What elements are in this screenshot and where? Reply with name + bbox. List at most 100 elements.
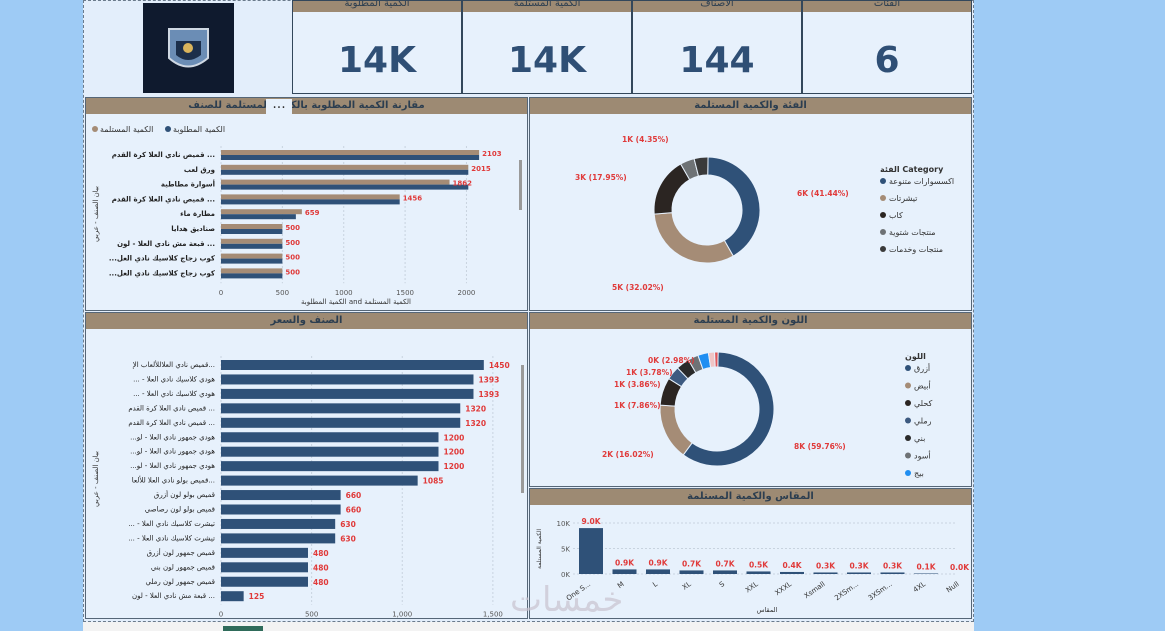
bar-received	[221, 238, 283, 244]
donut-slice	[653, 163, 691, 215]
category-label: قميص نادي العلاللألعاب الإ...	[133, 360, 215, 369]
legend-received-label: الكمية المستلمة	[100, 125, 153, 134]
data-label: 500	[285, 254, 300, 262]
category-label: قميص نادي العلا كرة القدم ...	[112, 195, 215, 203]
kpi-title: الكمية المستلمة	[463, 1, 631, 12]
category-label: قميص جمهور لون بني	[151, 563, 215, 571]
kpi-items: الأصناف 144	[632, 0, 802, 94]
category-label: قبعة مش نادي العلا - لون ...	[132, 592, 215, 600]
legend-marker	[905, 382, 911, 389]
legend-label: كاب	[889, 211, 903, 220]
category-label: مطارة ماء	[180, 210, 215, 218]
data-label: 0.7K	[682, 559, 702, 568]
legend-marker	[880, 195, 886, 201]
legend-label: منتجات شتوية	[889, 228, 936, 237]
category-label: أسوارة مطاطية	[161, 180, 215, 189]
y-axis-title: الكمية المستلمة	[536, 529, 543, 569]
bar-ordered	[221, 184, 469, 190]
watermark: خمسات	[510, 580, 624, 620]
y-tick-label: 10K	[557, 520, 571, 528]
category-label: ... - تيشرت كلاسيك نادي العلا	[128, 534, 215, 542]
panel-ordered-vs-received: مقارنة الكمية المطلوبة بالكمية المستلمة …	[85, 97, 528, 311]
x-tick-label: Null	[945, 580, 961, 594]
data-label: 1085	[423, 477, 444, 486]
legend-label: أسود	[914, 451, 931, 461]
bar-received	[221, 194, 400, 200]
data-label: 630	[340, 534, 356, 543]
slice-label: 5K (32.02%)	[612, 283, 664, 292]
x-tick-label: S	[718, 580, 727, 589]
data-label: 480	[313, 563, 329, 572]
x-tick-label: XL	[681, 580, 693, 592]
bar-received	[221, 209, 302, 215]
data-label: 500	[285, 224, 300, 232]
active-page-tab[interactable]	[223, 626, 263, 631]
category-label: قميص بولو لون أزرق	[154, 490, 215, 499]
data-label: 480	[313, 549, 329, 558]
club-logo	[143, 3, 234, 93]
data-label: 660	[346, 491, 362, 500]
slice-label: 2K (16.02%)	[602, 450, 654, 459]
legend-ordered-marker	[165, 126, 171, 132]
data-label: 1450	[489, 361, 510, 370]
data-label: 2015	[471, 165, 491, 173]
bar-ordered	[221, 199, 400, 205]
x-axis-title: الكمية المطلوبة and الكمية المستلمة	[301, 298, 411, 306]
x-tick-label: 1,500	[483, 611, 503, 618]
legend-label: اكسسوارات متنوعة	[889, 177, 954, 186]
data-label: 0.3K	[883, 561, 903, 570]
slice-label: 6K (41.44%)	[797, 189, 849, 198]
bar-size	[612, 569, 637, 574]
bar-price	[221, 475, 418, 486]
bar-price	[221, 518, 336, 529]
category-label: قميص بولو لون رصاصي	[145, 506, 215, 514]
data-label: 1862	[453, 180, 473, 188]
bar-ordered	[221, 169, 469, 175]
y-axis-title: بيان الصنف - عربي	[92, 186, 100, 242]
bar-ordered	[221, 243, 283, 249]
donut-slice	[707, 156, 761, 257]
category-label: صناديق هدايا	[171, 225, 215, 233]
data-label: 0.0K	[950, 563, 970, 572]
x-tick-label: Xsmall	[803, 580, 827, 600]
more-options-button[interactable]: ...	[266, 97, 292, 115]
donut-slice	[653, 212, 734, 264]
legend-marker	[905, 365, 911, 371]
panel-color-received: اللون والكمية المستلمة 8K (59.76%) 2K (16…	[529, 312, 972, 497]
kpi-title: الفئات	[803, 1, 971, 12]
data-label: 0.9K	[648, 558, 668, 567]
data-label: 0.1K	[916, 562, 936, 571]
category-label: قميص نادي العلا كرة القدم ...	[112, 151, 215, 159]
bar-size	[713, 570, 737, 574]
bar-price	[221, 374, 474, 385]
legend-label: بيج	[914, 469, 924, 478]
data-label: 1393	[478, 375, 499, 384]
legend-marker	[880, 212, 886, 218]
x-tick-label: 0	[219, 289, 223, 297]
bar-price	[221, 417, 461, 428]
bar-size	[746, 571, 771, 574]
kpi-value: 144	[679, 40, 755, 81]
data-label: 500	[285, 239, 300, 247]
data-label: 500	[285, 268, 300, 276]
x-tick-label: 500	[305, 611, 318, 618]
kpi-title: الأصناف	[633, 1, 801, 12]
slice-label: 0K (2.98%)	[648, 356, 695, 365]
slice-label: 1K (3.86%)	[614, 380, 661, 389]
bar-price	[221, 547, 308, 558]
data-label: 0.7K	[715, 559, 735, 568]
x-tick-label: 2000	[458, 289, 476, 297]
slice-label: 1K (4.35%)	[622, 135, 669, 144]
bar-ordered	[221, 229, 283, 234]
legend-marker	[905, 417, 911, 424]
category-label: قميص نادي العلا كرة القدم ...	[128, 419, 215, 427]
y-tick-label: 5K	[561, 546, 570, 554]
panel-title: مقارنة الكمية المطلوبة بالكمية المستلمة …	[86, 98, 527, 114]
item-price-chart: 0 500 1,000 1,500 قميص نادي العلاللألعاب الإ…	[92, 356, 524, 629]
legend-marker	[905, 470, 911, 476]
panel-title: الفئة والكمية المستلمة	[530, 98, 971, 114]
x-tick-label: 2XSm...	[833, 580, 860, 602]
bar-price	[221, 490, 341, 501]
data-label: 1320	[465, 404, 486, 413]
bar-price	[221, 446, 439, 457]
